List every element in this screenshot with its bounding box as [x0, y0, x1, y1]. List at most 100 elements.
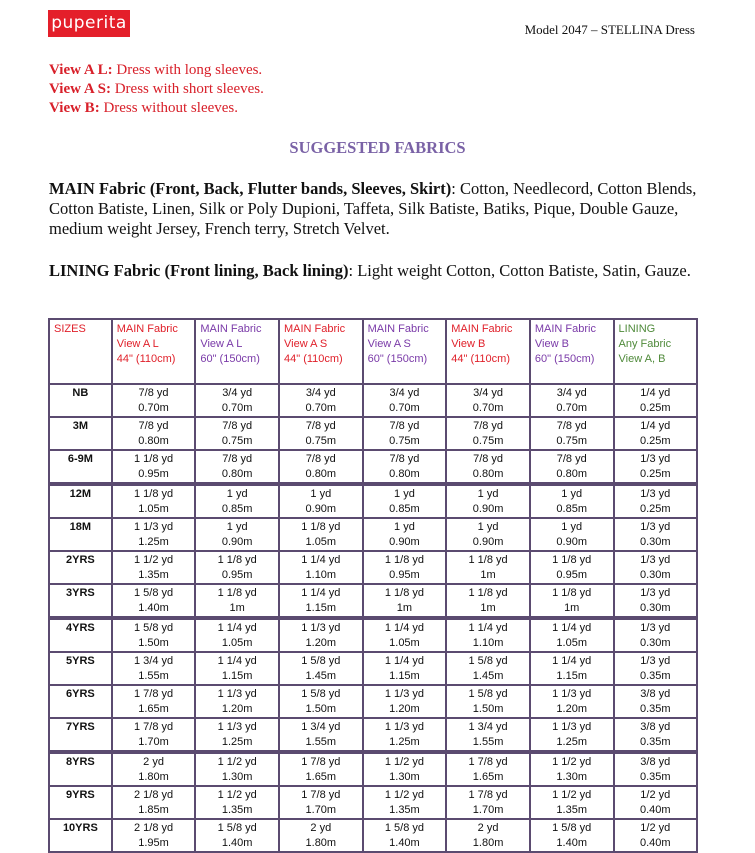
yardage-cell: 1 5/8 yd 1.45m — [278, 651, 364, 686]
yards-value: 1 5/8 yd — [301, 688, 341, 700]
meters-value: 0.90m — [221, 536, 253, 548]
yards-value: 7/8 yd — [222, 420, 253, 432]
yardage-cell: 1 yd 0.90m — [194, 517, 280, 552]
column-header-line: View A, B — [618, 353, 666, 365]
yards-value: 1 7/8 yd — [133, 721, 174, 733]
yardage-cell: 1 1/2 yd 1.30m — [528, 750, 615, 787]
yards-value: 1 yd — [561, 521, 583, 533]
yardage-cell: 1 1/4 yd 1.05m — [528, 616, 615, 653]
meters-value: 1.65m — [472, 771, 504, 783]
meters-value: 1.05m — [305, 536, 337, 548]
yardage-cell: 3/4 yd 0.70m — [194, 383, 280, 418]
meters-value: 1.15m — [305, 602, 337, 614]
meters-value: 0.30m — [639, 637, 671, 649]
meters-value: 0.90m — [472, 536, 504, 548]
yards-value: 2 yd — [477, 822, 499, 834]
main-fabric-paragraph: MAIN Fabric (Front, Back, Flutter bands,… — [49, 179, 699, 239]
meters-value: 0.70m — [389, 402, 420, 414]
yards-value: 1/4 yd — [640, 420, 671, 432]
table-header-row: SIZES MAIN Fabric View A L 44" (110cm) MAIN … — [48, 318, 699, 385]
yards-value: 2 yd — [143, 756, 164, 768]
size-cell: 8YRS — [48, 750, 113, 787]
lining-fabric-label: LINING Fabric (Front lining, Back lining… — [49, 261, 349, 280]
meters-value: 0.80m — [138, 435, 169, 447]
yards-value: 1 5/8 yd — [468, 655, 508, 667]
yardage-cell: 1 7/8 yd 1.65m — [445, 750, 531, 787]
yardage-cell: 1 7/8 yd 1.65m — [278, 750, 364, 787]
yardage-cell: 7/8 yd 0.80m — [278, 449, 364, 485]
table-row: 3M 7/8 yd 0.80m 7/8 yd 0.75m 7/8 yd 0.75m 7/8 y… — [48, 416, 699, 451]
meters-value: 0.35m — [639, 703, 671, 715]
meters-value: 1.15m — [556, 670, 587, 682]
meters-value: 0.70m — [138, 402, 169, 414]
size-cell: NB — [48, 383, 113, 418]
meters-value: 1.30m — [389, 771, 420, 783]
yardage-cell: 1 1/8 yd 0.95m — [194, 550, 280, 585]
column-header-line: 44" (110cm) — [451, 353, 510, 365]
meters-value: 1.95m — [138, 837, 169, 849]
yardage-table: SIZES MAIN Fabric View A L 44" (110cm) MAIN … — [48, 318, 699, 853]
yards-value: 7/8 yd — [473, 453, 504, 465]
meters-value: 1.35m — [221, 804, 253, 816]
yardage-cell: 1 yd 0.90m — [278, 482, 364, 519]
view-descriptions: View A L: Dress with long sleeves. View … — [49, 61, 264, 118]
yardage-cell: 1 1/8 yd 0.95m — [528, 550, 615, 585]
yardage-cell: 1 1/4 yd 1.05m — [361, 616, 448, 653]
view-a-l: View A L: Dress with long sleeves. — [49, 61, 264, 80]
yardage-cell: 2 yd 1.80m — [278, 818, 364, 853]
column-header-line: View A L — [200, 338, 243, 350]
size-cell: 9YRS — [48, 785, 113, 820]
yardage-cell: 1 1/2 yd 1.35m — [110, 550, 197, 585]
yardage-cell: 1 5/8 yd 1.45m — [445, 651, 531, 686]
column-header-line: SIZES — [54, 323, 86, 335]
column-header-line: MAIN Fabric — [367, 323, 429, 335]
yards-value: 1 1/8 yd — [217, 554, 257, 566]
yards-value: 1/4 yd — [640, 387, 671, 399]
meters-value: 0.85m — [221, 503, 253, 515]
yardage-cell: 1 1/4 yd 1.15m — [361, 651, 448, 686]
yardage-cell: 1/4 yd 0.25m — [612, 416, 699, 451]
yardage-cell: 1 1/3 yd 1.25m — [528, 717, 615, 753]
yardage-cell: 1 1/4 yd 1.15m — [278, 583, 364, 619]
yardage-cell: 1 5/8 yd 1.50m — [278, 684, 364, 719]
yardage-cell: 3/4 yd 0.70m — [278, 383, 364, 418]
meters-value: 0.30m — [639, 602, 671, 614]
yards-value: 3/4 yd — [222, 387, 253, 399]
yards-value: 7/8 yd — [389, 420, 420, 432]
view-label: View B: — [49, 100, 100, 116]
yards-value: 1 3/4 yd — [468, 721, 508, 733]
yardage-cell: 1 1/3 yd 1.25m — [361, 717, 448, 753]
meters-value: 1.10m — [305, 569, 337, 581]
yards-value: 7/8 yd — [222, 453, 253, 465]
size-cell: 18M — [48, 517, 113, 552]
yards-value: 1/3 yd — [640, 488, 671, 500]
yardage-cell: 1 1/3 yd 1.20m — [194, 684, 280, 719]
yards-value: 1 1/3 yd — [552, 688, 592, 700]
column-header: MAIN Fabric View A L 44" (110cm) — [110, 318, 197, 385]
yards-value: 1 1/4 yd — [217, 655, 257, 667]
table-row: NB 7/8 yd 0.70m 3/4 yd 0.70m 3/4 yd 0.70m 3/4 y… — [48, 383, 699, 418]
table-row: 4YRS 1 5/8 yd 1.50m 1 1/4 yd 1.05m 1 1/3 yd 1.… — [48, 616, 699, 653]
yards-value: 1 5/8 yd — [133, 587, 174, 599]
yardage-cell: 3/4 yd 0.70m — [445, 383, 531, 418]
meters-value: 0.35m — [639, 771, 671, 783]
meters-value: 1.40m — [221, 837, 253, 849]
yards-value: 1 1/2 yd — [217, 789, 257, 801]
column-header-line: 60" (150cm) — [534, 353, 595, 365]
column-header-line: View A L — [116, 338, 159, 350]
yardage-cell: 1 yd 0.90m — [528, 517, 615, 552]
size-cell: 5YRS — [48, 651, 113, 686]
yards-value: 2 1/8 yd — [133, 789, 174, 801]
meters-value: 1.35m — [138, 569, 169, 581]
yardage-cell: 1/2 yd 0.40m — [612, 785, 699, 820]
column-header-line: MAIN Fabric — [200, 323, 262, 335]
meters-value: 1m — [229, 602, 245, 614]
yards-value: 1 1/8 yd — [552, 587, 592, 599]
meters-value: 1.65m — [305, 771, 337, 783]
meters-value: 1.50m — [472, 703, 504, 715]
column-header-line: 44" (110cm) — [116, 353, 176, 365]
meters-value: 1m — [480, 569, 496, 581]
yardage-cell: 1/3 yd 0.30m — [612, 616, 699, 653]
yardage-cell: 1 1/8 yd 1m — [445, 550, 531, 585]
meters-value: 1.30m — [221, 771, 253, 783]
